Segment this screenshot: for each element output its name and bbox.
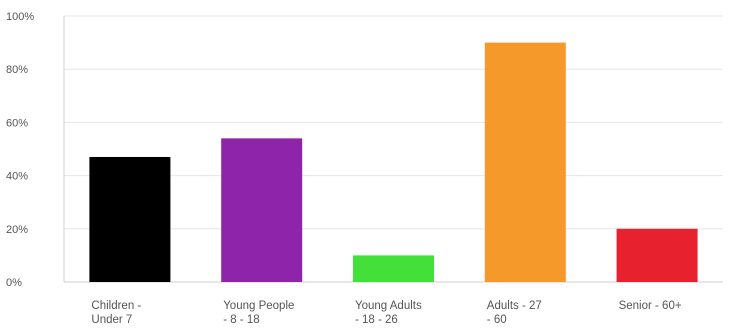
x-tick-label: Young Adults - 18 - 26 xyxy=(355,300,422,326)
y-tick-label: 80% xyxy=(6,64,28,76)
x-tick-label: Adults - 27 - 60 xyxy=(487,300,542,326)
bar xyxy=(353,255,434,282)
y-tick-label: 60% xyxy=(6,117,28,129)
x-tick-label-line: Under 7 xyxy=(91,314,132,326)
x-tick-label: Young People - 8 - 18 xyxy=(223,300,294,326)
x-tick-label-line: Senior - 60+ xyxy=(619,300,682,312)
bars xyxy=(89,42,698,282)
x-tick-label-line: - 18 - 26 xyxy=(355,314,398,326)
y-axis-tick-labels: 0% 20% 40% 60% 80% 100% xyxy=(6,11,34,289)
y-tick-label: 100% xyxy=(6,11,34,23)
bar xyxy=(484,42,566,282)
y-tick-label: 0% xyxy=(6,277,22,289)
x-tick-label: Children - Under 7 xyxy=(91,300,141,326)
x-tick-label-line: Young People xyxy=(223,300,294,312)
bar xyxy=(616,228,698,282)
x-tick-label: Senior - 60+ xyxy=(619,300,682,312)
bar xyxy=(221,138,303,282)
x-tick-label-line: - 8 - 18 xyxy=(223,314,259,326)
y-tick-label: 20% xyxy=(6,224,28,236)
x-tick-label-line: Adults - 27 xyxy=(487,300,542,312)
y-tick-label: 40% xyxy=(6,171,28,183)
x-tick-label-line: Children - xyxy=(91,300,141,312)
gridlines xyxy=(64,15,723,230)
bar xyxy=(89,156,171,282)
x-tick-label-line: - 60 xyxy=(487,314,507,326)
x-tick-label-line: Young Adults xyxy=(355,300,422,312)
